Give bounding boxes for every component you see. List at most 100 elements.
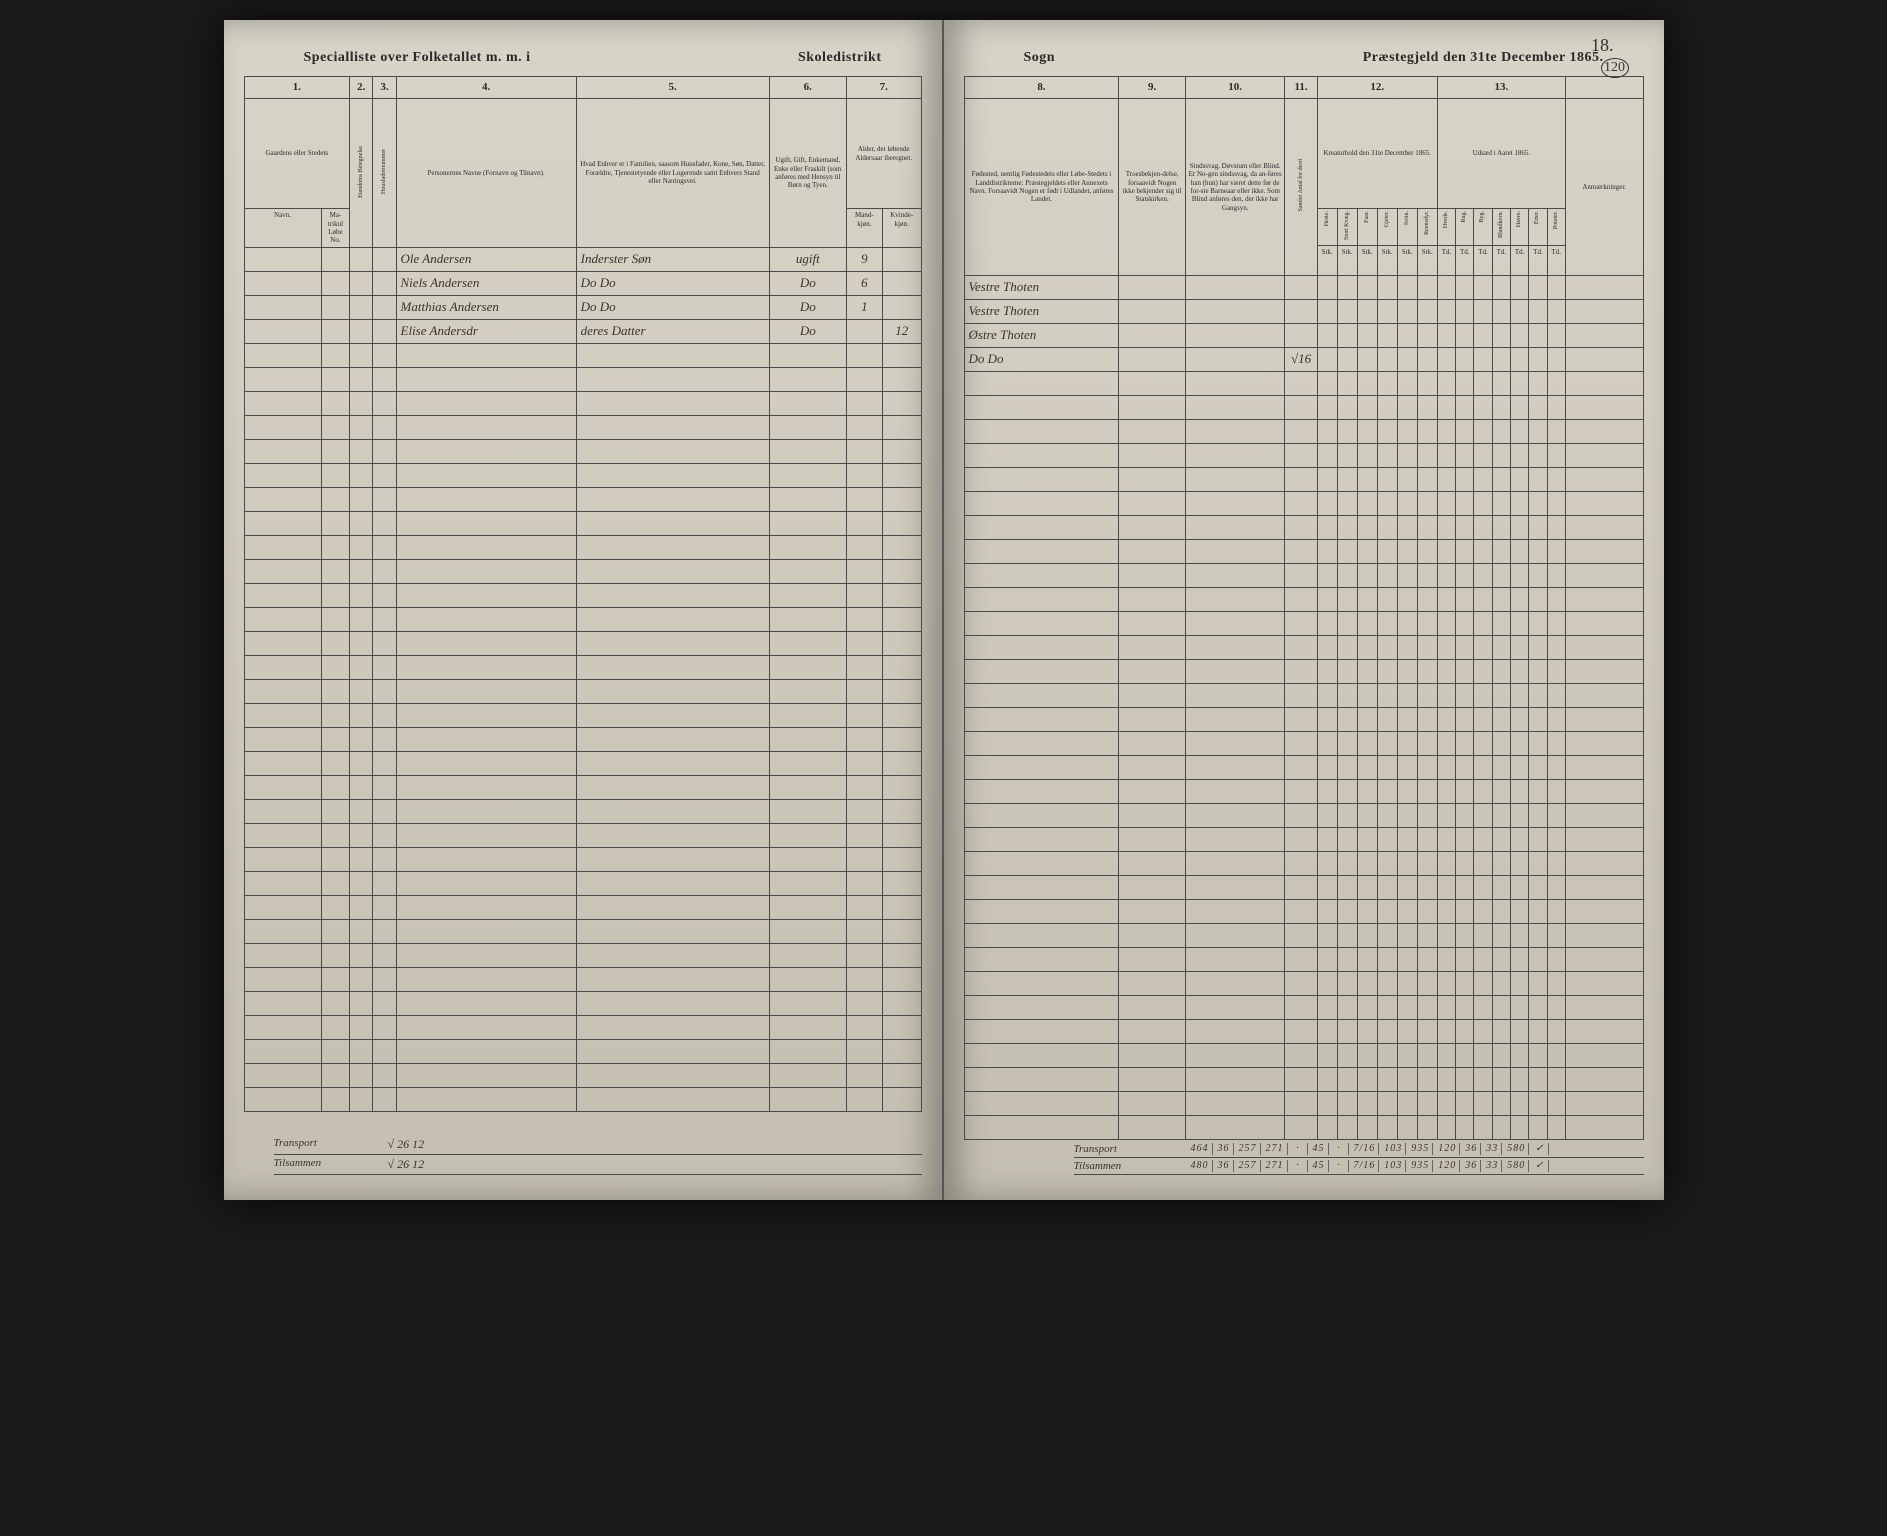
col-h8: Fødested, nemlig Fødestedets eller Løbe-… [964,99,1119,275]
empty-row [244,463,921,487]
empty-row [964,731,1643,755]
tilsammen-label-r: Tilsammen [1074,1160,1184,1172]
col-h11: Samlet Antal for derri [1285,99,1317,275]
empty-row [244,847,921,871]
c11 [1285,299,1317,323]
person-role: Do Do [576,295,769,319]
empty-row [964,635,1643,659]
empty-row [964,1043,1643,1067]
table-row: Vestre Thoten [964,299,1643,323]
empty-row [964,467,1643,491]
sub-col: Sviin. [1397,209,1417,245]
empty-row [964,995,1643,1019]
empty-row [244,943,921,967]
person-status: Do [769,295,846,319]
table-row: Elise Andersdrderes DatterDo12 [244,319,921,343]
person-name: Matthias Andersen [396,295,576,319]
left-page: Specialliste over Folketallet m. m. i Sk… [224,20,944,1200]
empty-row [964,947,1643,971]
col-h13-title: Udsæd i Aaret 1865. [1437,99,1565,209]
left-ledger-table: 1. 2. 3. 4. 5. 6. 7. Gaardens eller Sted… [244,76,922,1112]
header-title-3: Sogn [1024,50,1056,66]
empty-row [964,683,1643,707]
header-title-4: Præstegjeld den 31te December 1865. [1363,50,1604,66]
empty-row [244,703,921,727]
empty-row [964,875,1643,899]
unit-cell: Stk. [1397,245,1417,275]
table-row: Do Do √16 [964,347,1643,371]
c11 [1285,323,1317,347]
empty-row [964,611,1643,635]
unit-cell: Stk. [1357,245,1377,275]
person-role: Inderster Søn [576,247,769,271]
sub-col: Byg. [1474,209,1492,245]
left-page-header: Specialliste over Folketallet m. m. i Sk… [244,50,922,76]
empty-row [964,755,1643,779]
empty-row [964,539,1643,563]
sub-col: Hvede. [1437,209,1455,245]
empty-row [964,587,1643,611]
empty-row [244,559,921,583]
birthplace: Vestre Thoten [964,299,1119,323]
tilsammen-label: Tilsammen [274,1157,384,1172]
empty-row [244,679,921,703]
right-ledger-table: 8. 9. 10. 11. 12. 13. Fødested, nemlig F… [964,76,1644,1140]
sub-col: Blandkorn. [1492,209,1510,245]
empty-row [964,659,1643,683]
empty-row [244,439,921,463]
person-status: ugift [769,247,846,271]
col-num-4: 4. [396,77,576,99]
col-num-11: 11. [1285,77,1317,99]
col-h5: Hvad Enhver er i Familien, saasom Huusfa… [576,99,769,248]
empty-row [964,827,1643,851]
col-remarks-blank [1565,77,1643,99]
unit-cell: Td. [1547,245,1565,275]
empty-row [964,899,1643,923]
age-female [882,247,921,271]
empty-row [964,923,1643,947]
age-male: 1 [846,295,882,319]
person-status: Do [769,271,846,295]
empty-row [244,919,921,943]
transport-label: Transport [274,1137,384,1152]
empty-row [244,895,921,919]
empty-row [244,871,921,895]
empty-row [964,1091,1643,1115]
birthplace: Do Do [964,347,1119,371]
empty-row [244,655,921,679]
sub-col: Faar. [1357,209,1377,245]
person-status: Do [769,319,846,343]
empty-row [964,1067,1643,1091]
person-name: Elise Andersdr [396,319,576,343]
col-h1: Gaardens eller Stedets [244,99,350,209]
sub-col: Gjeter. [1377,209,1397,245]
col-num-12: 12. [1317,77,1437,99]
circled-page-number: 120 [1601,58,1629,78]
tilsammen-vals: √ 26 12 [388,1157,425,1172]
person-role: Do Do [576,271,769,295]
empty-row [964,707,1643,731]
unit-cell: Td. [1437,245,1455,275]
empty-row [244,487,921,511]
empty-row [244,799,921,823]
right-page: 18. 120 Sogn Præstegjeld den 31te Decemb… [944,20,1664,1200]
right-page-header: Sogn Præstegjeld den 31te December 1865. [964,50,1644,76]
unit-cell: Td. [1529,245,1547,275]
page-number: 18. [1591,35,1614,56]
empty-row [244,823,921,847]
col-num-3: 3. [373,77,396,99]
unit-cell: Td. [1456,245,1474,275]
transport-vals: √ 26 12 [388,1137,425,1152]
c11 [1285,275,1317,299]
col-num-2: 2. [350,77,373,99]
person-role: deres Datter [576,319,769,343]
c11: √16 [1285,347,1317,371]
table-row: Vestre Thoten [964,275,1643,299]
empty-row [244,391,921,415]
empty-row [244,367,921,391]
unit-cell: Stk. [1377,245,1397,275]
transport-vals-r: 46436257271·45·7/161039351203633580✓ [1188,1143,1550,1155]
col-num-8: 8. [964,77,1119,99]
empty-row [244,583,921,607]
col-num-6: 6. [769,77,846,99]
